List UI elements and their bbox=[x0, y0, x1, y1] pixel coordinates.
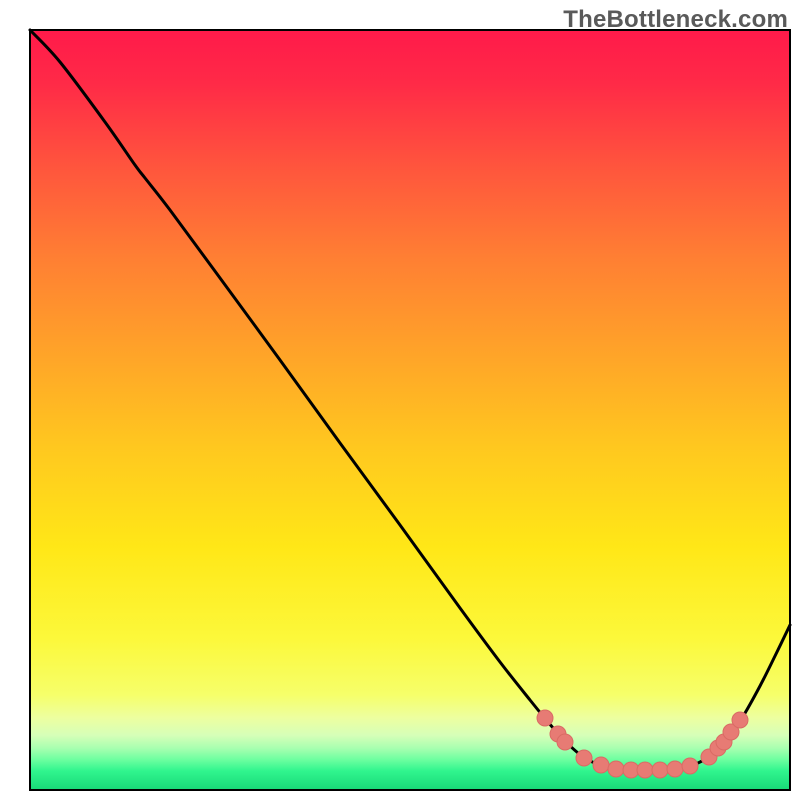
curve-marker bbox=[593, 757, 609, 773]
watermark-text: TheBottleneck.com bbox=[563, 6, 788, 34]
curve-marker bbox=[608, 761, 624, 777]
curve-marker bbox=[637, 762, 653, 778]
bottleneck-curve bbox=[30, 30, 790, 771]
curve-marker bbox=[667, 761, 683, 777]
curve-markers bbox=[537, 710, 748, 778]
curve-marker bbox=[557, 734, 573, 750]
plot-border bbox=[30, 30, 790, 790]
curve-marker bbox=[652, 762, 668, 778]
curve-marker bbox=[732, 712, 748, 728]
curve-marker bbox=[576, 750, 592, 766]
plot-layer bbox=[0, 0, 800, 800]
bottleneck-chart: TheBottleneck.com bbox=[0, 0, 800, 800]
curve-marker bbox=[537, 710, 553, 726]
curve-marker bbox=[682, 758, 698, 774]
